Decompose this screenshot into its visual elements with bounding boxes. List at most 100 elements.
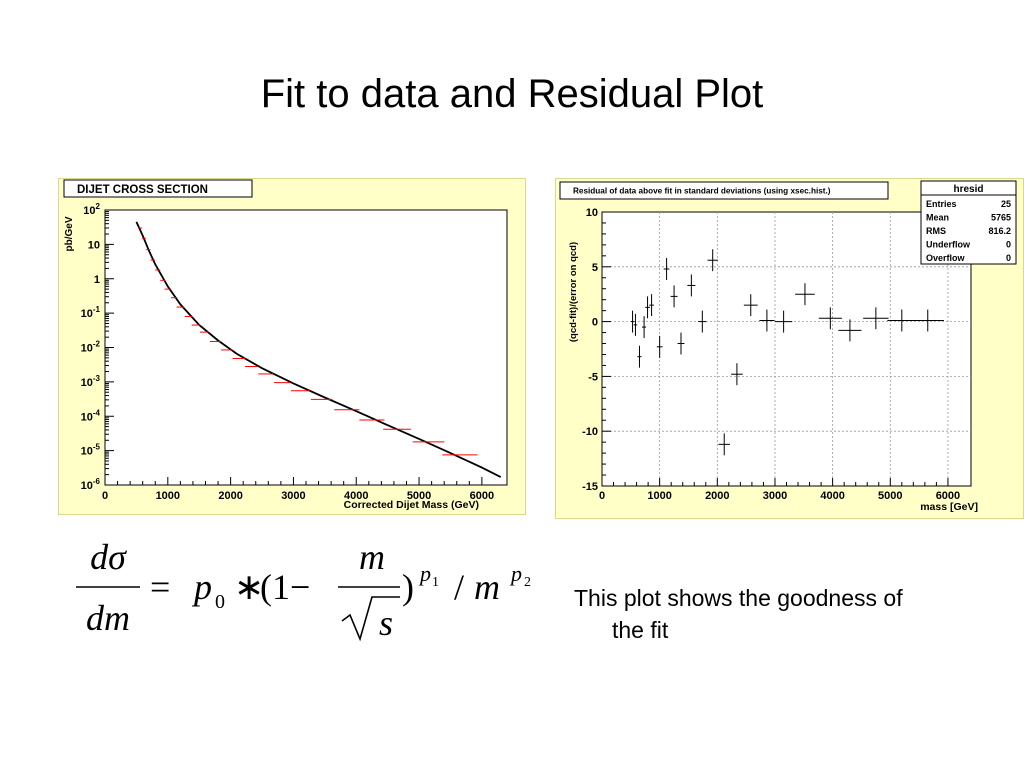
x-tick-label: 1000 bbox=[647, 490, 671, 502]
data-point bbox=[759, 309, 775, 332]
y-tick-label: 10-4 bbox=[81, 408, 101, 423]
y-tick-label: -15 bbox=[582, 481, 598, 493]
stats-label: Mean bbox=[926, 213, 949, 223]
y-tick-label: 10-3 bbox=[81, 374, 101, 389]
formula-times: ∗ bbox=[234, 567, 264, 607]
data-point bbox=[687, 274, 696, 297]
y-tick-label: 5 bbox=[592, 262, 598, 274]
x-tick-label: 2000 bbox=[705, 490, 729, 502]
formula-p2-sub: 2 bbox=[524, 575, 531, 590]
chart2-title: Residual of data above fit in standard d… bbox=[573, 187, 831, 196]
residual-chart: Residual of data above fit in standard d… bbox=[559, 180, 1017, 513]
y-tick-label: 0 bbox=[592, 317, 598, 329]
data-point bbox=[677, 332, 685, 355]
data-point bbox=[718, 433, 730, 456]
residual-panel: Residual of data above fit in standard d… bbox=[555, 178, 1024, 519]
fit-curve bbox=[135, 221, 502, 478]
stats-value: 816.2 bbox=[988, 226, 1011, 236]
data-point bbox=[743, 294, 758, 317]
chart2-xlabel: mass [GeV] bbox=[920, 501, 978, 513]
formula-p2: p bbox=[509, 561, 522, 586]
stats-value: 0 bbox=[1006, 253, 1011, 263]
stats-title: hresid bbox=[953, 184, 983, 195]
stats-label: Overflow bbox=[926, 253, 966, 263]
y-tick-label: -10 bbox=[582, 426, 598, 438]
chart2-frame bbox=[601, 211, 972, 487]
caption: This plot shows the goodness of the fit bbox=[574, 582, 994, 646]
stats-value: 0 bbox=[1006, 240, 1011, 250]
x-tick-label: 6000 bbox=[936, 490, 960, 502]
x-tick-label: 3000 bbox=[763, 490, 787, 502]
y-tick-label: 10 bbox=[586, 207, 598, 219]
y-tick-label: 102 bbox=[83, 202, 100, 217]
caption-line-2: the fit bbox=[612, 617, 669, 643]
x-tick-label: 5000 bbox=[407, 490, 431, 502]
formula-frac-denominator: s bbox=[379, 603, 393, 643]
x-tick-label: 5000 bbox=[878, 490, 902, 502]
data-point bbox=[645, 296, 650, 319]
data-point bbox=[630, 310, 635, 333]
stats-value: 5765 bbox=[991, 213, 1011, 223]
stats-label: Entries bbox=[926, 199, 957, 209]
stats-value: 25 bbox=[1001, 199, 1011, 209]
formula-p0: p bbox=[191, 567, 212, 607]
sqrt-icon bbox=[341, 596, 400, 642]
cross-section-chart: DIJET CROSS SECTION pb/GeV Corrected Dij… bbox=[63, 179, 508, 511]
x-tick-label: 4000 bbox=[344, 490, 368, 502]
stats-label: Underflow bbox=[926, 240, 971, 250]
data-point bbox=[863, 307, 889, 330]
chart2-title-box bbox=[559, 181, 889, 200]
y-tick-label: -5 bbox=[588, 371, 598, 383]
formula-close: ) bbox=[402, 567, 414, 607]
formula-open: (1− bbox=[260, 567, 310, 607]
x-tick-label: 0 bbox=[599, 490, 605, 502]
data-point bbox=[656, 335, 663, 358]
data-point bbox=[731, 363, 743, 386]
data-point bbox=[887, 309, 917, 332]
formula-lhs-denominator: dm bbox=[86, 598, 130, 638]
chart1-title: DIJET CROSS SECTION bbox=[77, 184, 208, 196]
formula-p1-sub: 1 bbox=[432, 575, 439, 590]
formula-p0-sub: 0 bbox=[215, 591, 225, 613]
data-point bbox=[670, 285, 678, 308]
data-point bbox=[637, 345, 642, 368]
formula-slash: / bbox=[454, 567, 464, 607]
data-point bbox=[911, 309, 944, 332]
x-tick-label: 1000 bbox=[156, 490, 180, 502]
y-tick-label: 10 bbox=[88, 239, 100, 251]
formula-frac-numerator: m bbox=[359, 537, 385, 577]
y-tick-label: 10-2 bbox=[81, 340, 101, 355]
formula-equals: = bbox=[150, 567, 170, 607]
y-tick-label: 10-5 bbox=[81, 443, 101, 458]
chart1-title-box bbox=[63, 179, 253, 198]
formula-lhs-numerator: dσ bbox=[90, 537, 127, 577]
chart2-ylabel: (qcd-fit)/(error on qcd) bbox=[568, 242, 579, 342]
formula-p1: p bbox=[418, 561, 431, 586]
cross-section-panel: DIJET CROSS SECTION pb/GeV Corrected Dij… bbox=[58, 178, 526, 515]
data-point bbox=[707, 249, 718, 272]
stats-label: RMS bbox=[926, 226, 946, 236]
y-tick-label: 10-1 bbox=[81, 305, 101, 320]
data-point bbox=[642, 316, 647, 339]
stats-box: hresid Entries 25 Mean 5765 RMS 816.2 Underflo… bbox=[920, 180, 1017, 265]
slide-title: Fit to data and Residual Plot bbox=[260, 72, 764, 116]
fit-formula: dσ dm = p 0 ∗ (1− m s ) p 1 / m p 2 bbox=[76, 537, 531, 643]
data-point bbox=[774, 310, 793, 333]
x-tick-label: 0 bbox=[102, 490, 108, 502]
data-point bbox=[633, 313, 638, 336]
x-tick-label: 2000 bbox=[218, 490, 242, 502]
chart1-ylabel: pb/GeV bbox=[64, 216, 75, 251]
data-point bbox=[818, 307, 842, 330]
chart1-frame bbox=[104, 209, 508, 486]
data-point bbox=[838, 319, 862, 342]
formula-m: m bbox=[474, 567, 500, 607]
x-tick-label: 4000 bbox=[820, 490, 844, 502]
chart1-xlabel: Corrected Dijet Mass (GeV) bbox=[344, 499, 479, 511]
y-tick-label: 1 bbox=[94, 274, 100, 286]
caption-line-1: This plot shows the goodness of bbox=[574, 585, 903, 611]
x-tick-label: 3000 bbox=[281, 490, 305, 502]
data-point bbox=[663, 258, 670, 280]
data-point bbox=[698, 310, 707, 333]
data-point bbox=[649, 294, 654, 317]
y-tick-label: 10-6 bbox=[81, 477, 101, 492]
